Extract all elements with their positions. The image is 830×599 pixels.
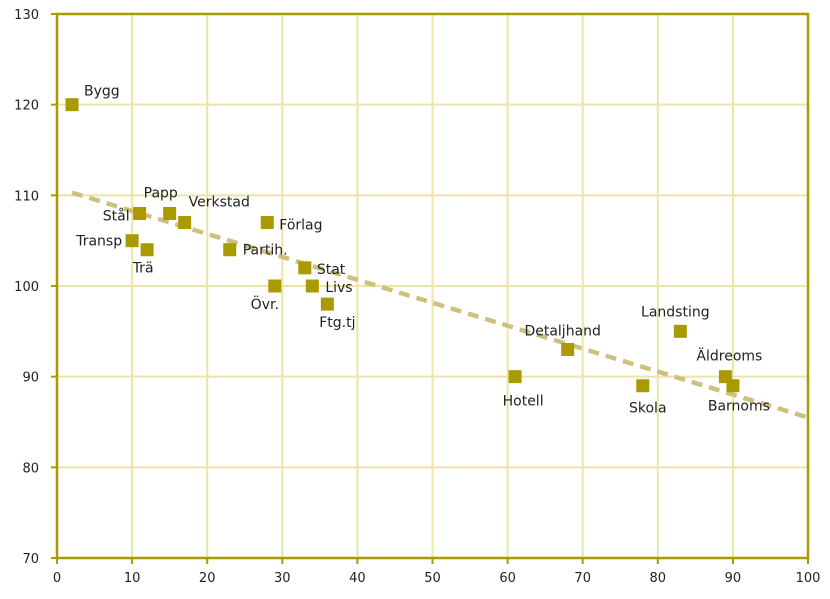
x-tick-label-9: 90 bbox=[725, 571, 742, 586]
y-tick-label-0: 70 bbox=[22, 552, 39, 567]
point-marker-10 bbox=[268, 279, 282, 293]
x-tick-label-7: 70 bbox=[574, 571, 591, 586]
point-label-0: Bygg bbox=[84, 84, 120, 100]
point-marker-3 bbox=[178, 216, 192, 230]
trend-line bbox=[71, 190, 809, 420]
point-label-6: Förlag bbox=[279, 218, 322, 234]
y-tick-label-2: 90 bbox=[22, 371, 39, 386]
point-label-4: Transp bbox=[75, 234, 122, 250]
grid-lines bbox=[56, 13, 809, 559]
point-marker-13 bbox=[561, 342, 575, 356]
y-axis-ticks: 70 80 90 100 110 120 130 bbox=[14, 8, 57, 567]
point-label-2: Papp bbox=[144, 185, 178, 201]
point-labels: Bygg Stål Papp Verkstad Transp Trä Förlag Parti… bbox=[75, 84, 770, 417]
point-label-8: Stat bbox=[317, 262, 346, 278]
x-tick-label-10: 100 bbox=[796, 571, 821, 586]
point-marker-8 bbox=[298, 261, 312, 275]
point-label-3: Verkstad bbox=[189, 195, 250, 211]
x-tick-label-5: 50 bbox=[424, 571, 441, 586]
point-label-12: Hotell bbox=[503, 394, 544, 410]
point-label-15: Landsting bbox=[641, 304, 710, 320]
point-label-16: Äldreoms bbox=[696, 347, 762, 365]
x-tick-label-6: 60 bbox=[499, 571, 516, 586]
point-label-9: Livs bbox=[325, 280, 352, 296]
y-tick-label-1: 80 bbox=[22, 461, 39, 476]
point-marker-1 bbox=[133, 206, 147, 220]
x-tick-label-4: 40 bbox=[349, 571, 366, 586]
point-marker-4 bbox=[125, 234, 139, 248]
x-tick-label-0: 0 bbox=[53, 571, 61, 586]
point-marker-15 bbox=[673, 324, 687, 338]
point-marker-0 bbox=[65, 98, 79, 112]
point-label-11: Ftg.tj bbox=[319, 315, 355, 331]
point-label-7: Partih. bbox=[243, 243, 288, 259]
data-points bbox=[65, 98, 740, 393]
point-marker-5 bbox=[140, 243, 154, 257]
y-tick-label-6: 130 bbox=[14, 8, 39, 23]
point-label-5: Trä bbox=[132, 261, 154, 277]
y-tick-label-5: 120 bbox=[14, 99, 39, 114]
point-marker-6 bbox=[260, 216, 274, 230]
point-marker-9 bbox=[305, 279, 319, 293]
point-label-17: Barnoms bbox=[708, 399, 770, 415]
point-label-14: Skola bbox=[629, 401, 667, 417]
x-axis-ticks: 0 10 20 30 40 50 60 70 80 90 100 bbox=[53, 558, 821, 586]
point-label-13: Detaljhand bbox=[524, 323, 600, 339]
x-tick-label-8: 80 bbox=[650, 571, 667, 586]
point-marker-17 bbox=[726, 379, 740, 393]
point-marker-12 bbox=[508, 370, 522, 384]
y-tick-label-4: 110 bbox=[14, 189, 39, 204]
point-marker-7 bbox=[223, 243, 237, 257]
point-label-10: Övr. bbox=[251, 295, 279, 313]
point-marker-11 bbox=[320, 297, 334, 311]
x-tick-label-1: 10 bbox=[124, 571, 141, 586]
point-label-1: Stål bbox=[103, 207, 130, 224]
point-marker-14 bbox=[636, 379, 650, 393]
x-tick-label-3: 30 bbox=[274, 571, 291, 586]
x-tick-label-2: 20 bbox=[199, 571, 216, 586]
y-tick-label-3: 100 bbox=[14, 280, 39, 295]
point-marker-2 bbox=[163, 206, 177, 220]
